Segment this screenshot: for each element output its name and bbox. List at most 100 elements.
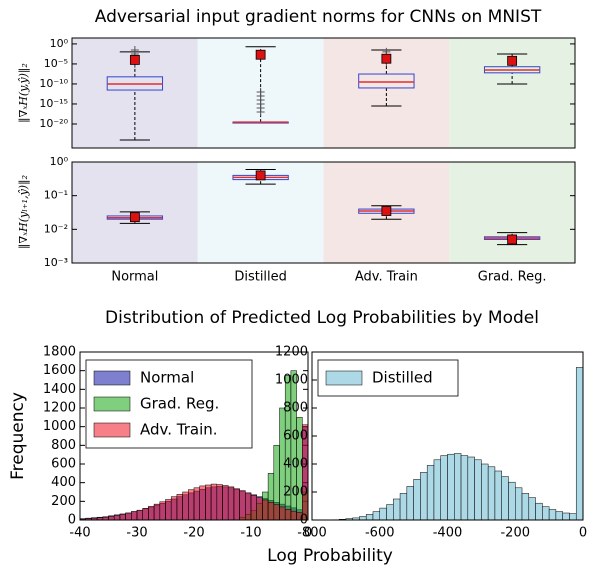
- axes-frame: [311, 351, 584, 521]
- histogram-bar: [108, 516, 115, 521]
- histogram-bar: [399, 493, 408, 521]
- mean-marker: [129, 212, 140, 223]
- histogram-bar: [494, 470, 502, 521]
- histogram-bar: [136, 509, 143, 521]
- x-tick-label: -10: [240, 526, 261, 541]
- histogram-bar: [182, 491, 189, 521]
- x-tick-label: -30: [126, 526, 147, 541]
- histogram-bar: [131, 511, 138, 521]
- y-tick-label: 1600: [43, 363, 76, 378]
- x-tick-label: -800: [297, 526, 327, 541]
- histogram-bar: [508, 481, 516, 521]
- histogram-bar: [119, 514, 126, 521]
- x-tick-label: -400: [433, 526, 463, 541]
- legend-label: Distilled: [372, 369, 433, 387]
- mean-marker: [255, 170, 266, 181]
- y-tick-label: 1200: [275, 345, 308, 360]
- histogram-bar: [454, 453, 462, 521]
- y-tick-label: 10⁻²: [44, 222, 68, 235]
- histogram-bar: [153, 503, 161, 521]
- y-tick-label: 10⁰: [50, 155, 69, 168]
- histogram-bar: [210, 483, 218, 521]
- histogram-bar: [273, 504, 280, 521]
- y-tick-label: 10⁻²⁰: [39, 117, 68, 130]
- histogram-bar: [535, 502, 543, 521]
- histogram-bar: [487, 466, 496, 521]
- mean-marker: [507, 55, 518, 66]
- histogram-bar: [193, 487, 200, 521]
- y-tick-label: 1400: [43, 382, 76, 397]
- histogram-bar: [569, 513, 577, 521]
- axes-frame: [71, 37, 576, 149]
- mean-marker: [255, 49, 266, 60]
- histogram-bar: [176, 494, 183, 521]
- mean-marker: [507, 234, 518, 245]
- x-tick-label: 0: [304, 526, 312, 541]
- x-tick-label: Distilled: [234, 270, 287, 285]
- histogram-bar: [528, 497, 536, 521]
- y-tick-label: 800: [51, 438, 76, 453]
- histogram-bar: [205, 484, 212, 521]
- histogram-bar: [420, 472, 428, 521]
- legend-swatch: [93, 422, 131, 438]
- y-tick-label: 10⁻¹⁵: [39, 97, 68, 110]
- histogram-bar: [365, 514, 374, 521]
- x-tick-label: Grad. Reg.: [478, 270, 547, 285]
- histogram-bar: [359, 516, 367, 521]
- y-tick-label: 200: [51, 494, 76, 509]
- histogram-bar: [216, 484, 223, 521]
- legend-swatch: [325, 370, 363, 386]
- axes-frame: [71, 161, 576, 264]
- histogram-bar: [426, 465, 435, 521]
- y-tick-label: 1000: [275, 373, 308, 388]
- y-axis-label: ‖∇ₓH(yₗ₊₁,ŷ)‖₂: [17, 175, 31, 249]
- histogram-bar: [460, 455, 469, 521]
- histogram-bar: [279, 506, 286, 521]
- histogram-bar: [548, 509, 557, 521]
- histogram-bar: [199, 485, 206, 521]
- histogram-bar: [501, 476, 509, 521]
- y-tick-label: 200: [283, 485, 308, 500]
- y-tick-label: 1200: [43, 401, 76, 416]
- histogram-bar: [413, 479, 421, 521]
- category-band: [449, 162, 575, 263]
- histogram-bar: [284, 509, 292, 521]
- histogram-bar: [250, 495, 257, 521]
- x-tick-label: Normal: [111, 270, 158, 285]
- histogram-bar: [159, 501, 166, 521]
- histogram-bar: [262, 499, 269, 521]
- x-axis-label: Log Probability: [267, 546, 393, 566]
- histogram-bar: [433, 459, 441, 521]
- histogram-bar: [125, 512, 132, 521]
- legend-label: Adv. Train.: [140, 421, 218, 439]
- x-tick-label: -200: [500, 526, 530, 541]
- x-tick-label: -40: [69, 526, 90, 541]
- histogram-bar: [447, 453, 455, 521]
- histogram-bar: [467, 456, 475, 521]
- mean-marker: [381, 53, 392, 64]
- histogram-bar: [406, 486, 414, 521]
- y-tick-label: 1800: [43, 345, 76, 360]
- histogram-bar: [521, 493, 530, 521]
- legend-swatch: [93, 396, 131, 412]
- flier: [256, 107, 265, 116]
- y-tick-label: 10⁰: [50, 37, 69, 50]
- histogram-bar: [393, 498, 401, 521]
- mean-marker: [381, 206, 392, 216]
- y-tick-label: 10⁻⁵: [44, 57, 68, 70]
- x-tick-label: -20: [183, 526, 204, 541]
- legend-label: Normal: [140, 369, 194, 387]
- histogram-bar: [142, 508, 149, 521]
- box: [358, 73, 415, 89]
- histogram-bar: [165, 499, 172, 521]
- x-tick-label: 0: [579, 526, 587, 541]
- y-tick-label: 600: [283, 429, 308, 444]
- chart-title: Distribution of Predicted Log Probabilit…: [105, 308, 539, 328]
- axes-frame: [79, 351, 309, 521]
- histogram-bar: [372, 511, 381, 521]
- x-tick-label: Adv. Train: [355, 270, 418, 285]
- histogram-bar: [239, 490, 246, 521]
- histogram-bar: [113, 515, 121, 521]
- histogram-bar: [386, 504, 394, 521]
- y-tick-label: 10⁻¹: [44, 189, 68, 202]
